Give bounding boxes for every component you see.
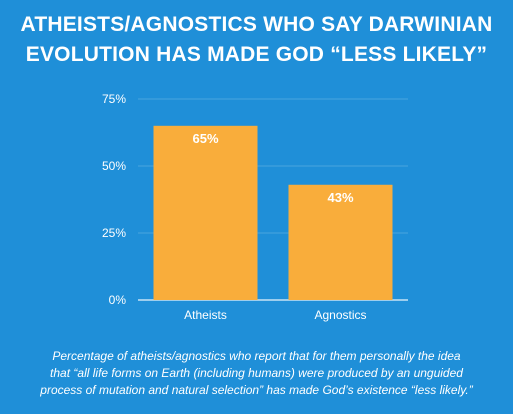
- y-tick-label: 0%: [109, 293, 127, 307]
- data-label: 65%: [192, 131, 218, 146]
- caption-line-3: process of mutation and natural selectio…: [40, 383, 473, 397]
- y-tick-label: 25%: [102, 226, 126, 240]
- bar: [288, 184, 393, 300]
- chart-title-line-2: EVOLUTION HAS MADE GOD “LESS LIKELY”: [25, 43, 488, 66]
- data-label: 43%: [327, 190, 353, 205]
- y-tick-label: 50%: [102, 159, 126, 173]
- chart-title: ATHEISTS/AGNOSTICS WHO SAY DARWINIAN EVO…: [0, 10, 513, 70]
- caption-line-2: that “all life forms on Earth (including…: [50, 366, 463, 380]
- caption-line-1: Percentage of atheists/agnostics who rep…: [52, 349, 461, 363]
- x-tick-label: Agnostics: [314, 308, 366, 322]
- y-tick-label: 75%: [102, 92, 126, 106]
- chart-caption: Percentage of atheists/agnostics who rep…: [40, 348, 473, 399]
- chart-title-line-1: ATHEISTS/AGNOSTICS WHO SAY DARWINIAN: [20, 13, 493, 36]
- bar: [153, 125, 258, 300]
- x-tick-label: Atheists: [184, 308, 227, 322]
